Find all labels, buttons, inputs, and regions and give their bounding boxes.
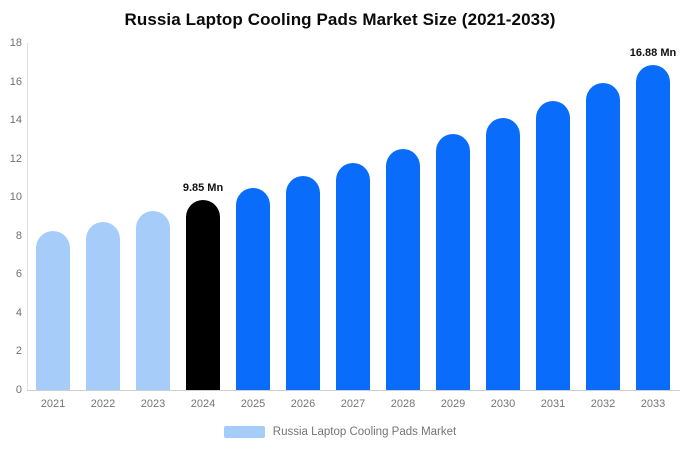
bar-2023[interactable] xyxy=(136,211,170,390)
x-axis-label-2027: 2027 xyxy=(340,398,366,410)
x-axis-label-2029: 2029 xyxy=(440,398,466,410)
x-axis-label-2032: 2032 xyxy=(590,398,616,410)
bar-2022[interactable] xyxy=(86,221,120,390)
data-label-2033: 16.88 Mn xyxy=(629,46,677,59)
bar-cell-2024 xyxy=(178,43,228,390)
x-axis-label-2028: 2028 xyxy=(390,398,416,410)
bar-cell-2033 xyxy=(628,43,678,390)
y-axis-tick-label: 4 xyxy=(15,306,22,319)
legend-label: Russia Laptop Cooling Pads Market xyxy=(272,426,457,438)
x-axis-label-2033: 2033 xyxy=(640,398,666,410)
bar-2028[interactable] xyxy=(386,148,420,390)
bar-cell-2021 xyxy=(28,43,78,390)
bar-2025[interactable] xyxy=(236,188,270,390)
bar-2027[interactable] xyxy=(336,162,370,390)
y-axis-tick-label: 14 xyxy=(9,114,22,127)
x-axis-label-2026: 2026 xyxy=(290,398,316,410)
bar-cell-2030 xyxy=(478,43,528,390)
legend[interactable]: Russia Laptop Cooling Pads Market xyxy=(0,426,680,438)
bar-cell-2027 xyxy=(328,43,378,390)
y-axis-tick-label: 16 xyxy=(9,75,22,88)
x-axis-label-2021: 2021 xyxy=(40,398,66,410)
bar-cell-2026 xyxy=(278,43,328,390)
bar-2032[interactable] xyxy=(586,83,620,390)
bar-2030[interactable] xyxy=(486,118,520,390)
chart-title: Russia Laptop Cooling Pads Market Size (… xyxy=(124,10,556,29)
x-axis-label-2030: 2030 xyxy=(490,398,516,410)
bar-2024[interactable] xyxy=(186,200,220,390)
legend-swatch-icon xyxy=(223,426,265,438)
x-axis-label-2023: 2023 xyxy=(140,398,166,410)
bar-cell-2028 xyxy=(378,43,428,390)
bar-2026[interactable] xyxy=(286,176,320,390)
y-axis-tick-label: 8 xyxy=(15,229,22,242)
x-axis-label-2031: 2031 xyxy=(540,398,566,410)
bar-2021[interactable] xyxy=(36,231,70,390)
y-axis-tick-label: 10 xyxy=(9,191,22,204)
y-axis-tick-label: 6 xyxy=(15,268,22,281)
bar-2031[interactable] xyxy=(536,101,570,390)
bar-2029[interactable] xyxy=(436,133,470,390)
y-axis-tick-label: 2 xyxy=(15,345,22,358)
bar-cell-2032 xyxy=(578,43,628,390)
data-label-2024: 9.85 Mn xyxy=(182,182,224,195)
bar-cell-2025 xyxy=(228,43,278,390)
x-axis-label-2024: 2024 xyxy=(190,398,216,410)
y-axis-line xyxy=(27,43,28,390)
plot-area xyxy=(28,43,678,390)
x-axis-label-2025: 2025 xyxy=(240,398,266,410)
bar-cell-2031 xyxy=(528,43,578,390)
bar-2033[interactable] xyxy=(636,64,670,390)
x-axis-label-2022: 2022 xyxy=(90,398,116,410)
bar-cell-2022 xyxy=(78,43,128,390)
y-axis-tick-label: 18 xyxy=(9,37,22,49)
bar-cell-2029 xyxy=(428,43,478,390)
y-axis-tick-label: 0 xyxy=(15,384,22,396)
y-axis-tick-label: 12 xyxy=(9,152,22,165)
x-axis-line xyxy=(27,390,680,391)
bar-cell-2023 xyxy=(128,43,178,390)
